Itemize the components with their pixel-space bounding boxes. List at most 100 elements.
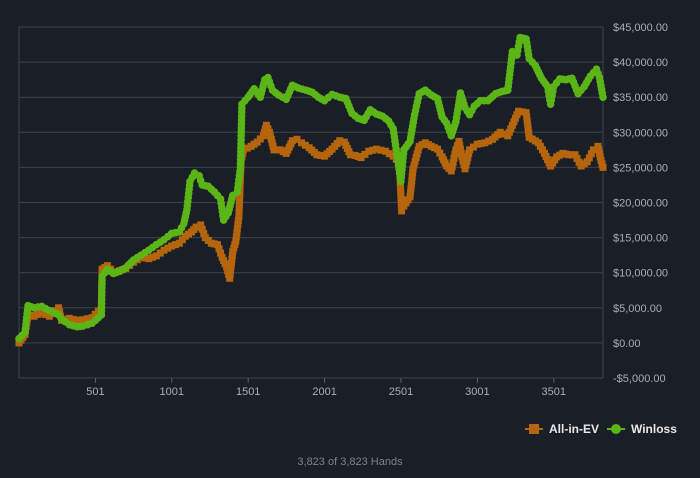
data-point (449, 158, 457, 166)
data-point (455, 137, 463, 145)
legend-label: Winloss (631, 422, 677, 436)
data-point (504, 132, 512, 140)
data-point (599, 163, 607, 171)
data-point (227, 263, 235, 271)
data-point (411, 157, 419, 165)
data-point (594, 142, 602, 150)
data-point (595, 149, 603, 157)
data-point (168, 242, 176, 250)
data-point (313, 151, 321, 159)
data-point (293, 135, 301, 143)
data-point (406, 189, 414, 197)
x-tick-label: 2001 (312, 386, 336, 398)
data-point (171, 241, 179, 249)
data-point (260, 128, 268, 136)
data-point (515, 107, 523, 115)
data-point (232, 237, 240, 245)
data-point (235, 201, 243, 209)
data-point (518, 108, 526, 116)
data-point (513, 111, 521, 119)
data-point (42, 310, 50, 318)
data-point (336, 137, 344, 145)
data-point (361, 150, 369, 158)
data-point (243, 144, 251, 152)
legend: All-in-EV Winloss (525, 422, 677, 436)
data-point (466, 146, 474, 154)
y-tick-label: $0.00 (613, 338, 641, 350)
series-area (15, 33, 607, 347)
y-tick-label: $30,000.00 (613, 127, 668, 139)
data-point (156, 249, 164, 257)
data-point (149, 253, 157, 261)
grid (18, 26, 604, 379)
data-point (233, 229, 241, 237)
data-point (473, 140, 481, 148)
data-point (357, 154, 365, 162)
legend-item-winloss: Winloss (607, 422, 677, 436)
data-point (523, 117, 531, 125)
x-tick-label: 3001 (465, 386, 489, 398)
data-point (266, 132, 274, 140)
data-point (508, 121, 516, 129)
data-point (152, 252, 160, 260)
data-point (465, 150, 473, 158)
data-point (408, 173, 416, 181)
data-point (462, 161, 470, 169)
y-tick-label: -$5,000.00 (613, 373, 666, 385)
data-point (233, 225, 241, 233)
data-point (346, 151, 354, 159)
data-point (575, 158, 583, 166)
data-point (407, 181, 415, 189)
data-point (200, 229, 208, 237)
data-point (228, 255, 236, 263)
data-point (536, 142, 544, 150)
data-point (369, 146, 377, 154)
data-point (397, 191, 405, 199)
data-point (573, 155, 581, 163)
data-point (413, 150, 421, 158)
data-point (198, 225, 206, 233)
data-point (407, 185, 415, 193)
data-point (589, 146, 597, 154)
data-point (456, 145, 464, 153)
data-point (500, 130, 508, 138)
data-point (234, 221, 242, 229)
data-point (235, 205, 243, 213)
data-point (456, 141, 464, 149)
data-point (538, 146, 546, 154)
data-point (597, 156, 605, 164)
data-point (434, 145, 442, 153)
data-point (226, 271, 234, 279)
data-point (469, 143, 477, 151)
y-tick-label: $40,000.00 (613, 57, 668, 69)
x-tick-label: 2501 (389, 386, 413, 398)
data-point (505, 128, 513, 136)
data-point (265, 128, 273, 136)
y-tick-label: $15,000.00 (613, 233, 668, 245)
data-point (197, 221, 205, 229)
data-point (464, 153, 472, 161)
data-point (38, 309, 46, 317)
data-point (525, 129, 533, 137)
data-point (227, 267, 235, 275)
data-point (458, 153, 466, 161)
data-point (510, 118, 518, 126)
data-point (571, 151, 579, 159)
data-point (232, 233, 240, 241)
data-point (226, 274, 234, 282)
data-point (524, 125, 532, 133)
data-point (406, 193, 414, 201)
data-point (451, 150, 459, 158)
hands-count-footer: 3,823 of 3,823 Hands (297, 456, 403, 468)
data-point (414, 146, 422, 154)
data-point (175, 239, 183, 247)
data-point (397, 195, 405, 203)
data-point (534, 139, 542, 147)
x-tick-label: 1001 (160, 386, 184, 398)
data-point (452, 146, 460, 154)
data-point (507, 125, 515, 133)
y-tick-label: $35,000.00 (613, 92, 668, 104)
data-point (229, 248, 237, 256)
data-point (79, 316, 87, 324)
